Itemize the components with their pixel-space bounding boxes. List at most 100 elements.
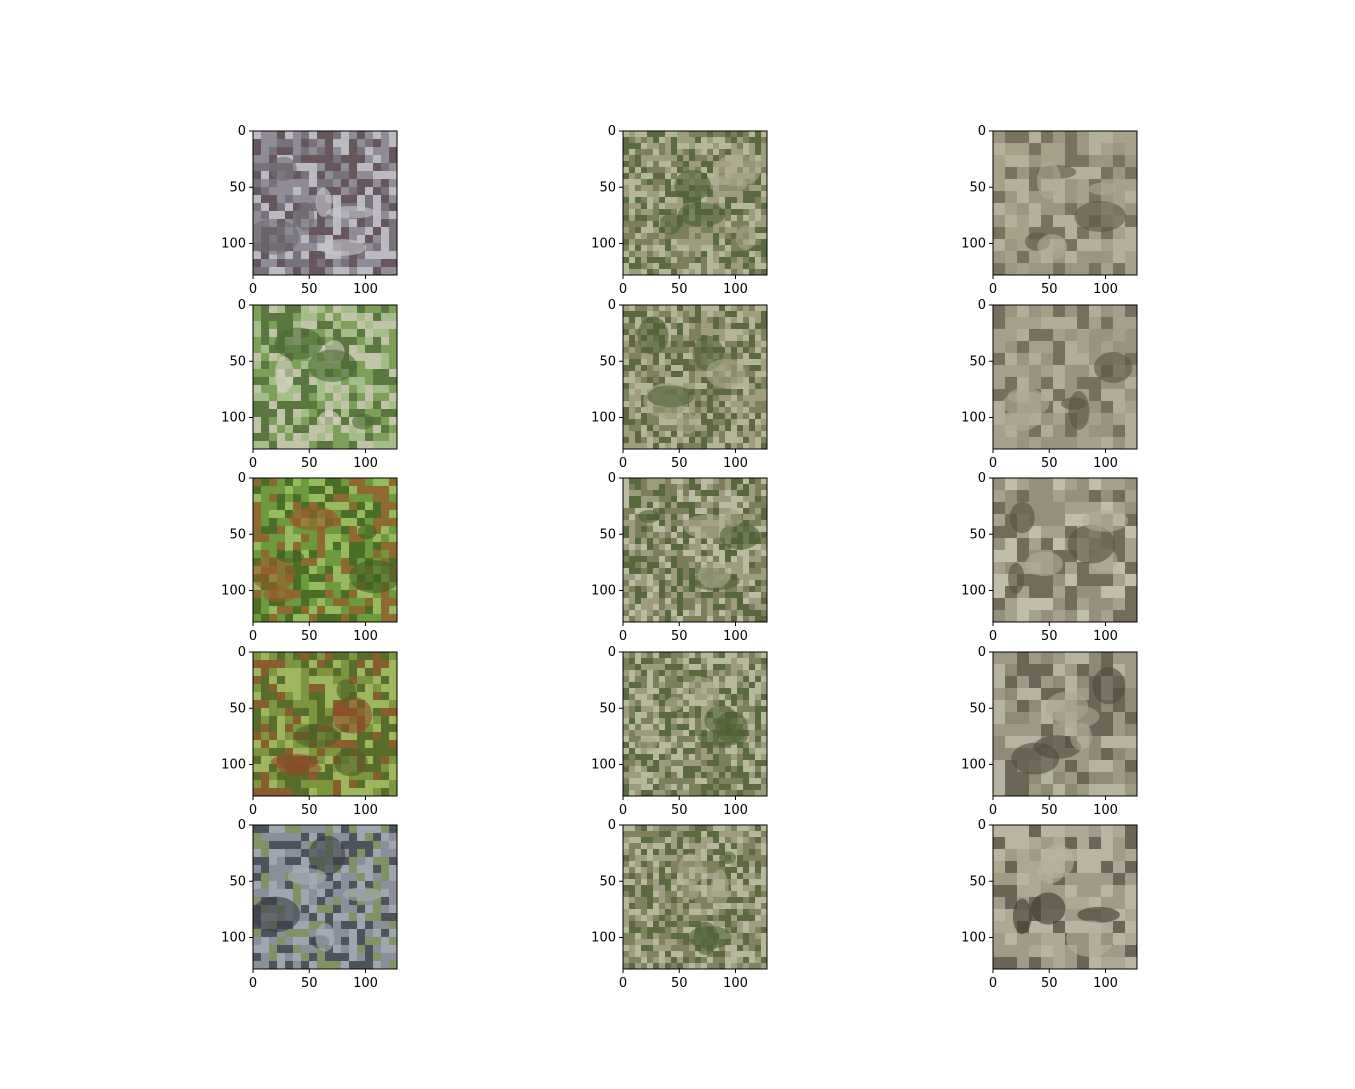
- image-pixel-block: [737, 742, 743, 748]
- image-pixel-block: [253, 756, 261, 764]
- image-pixel-block: [285, 211, 293, 219]
- image-pixel-block: [349, 329, 357, 337]
- image-pixel-block: [623, 664, 629, 670]
- image-pixel-block: [731, 843, 737, 849]
- image-pixel-block: [365, 961, 373, 969]
- image-pixel-block: [659, 550, 665, 556]
- image-pixel-block: [755, 269, 761, 275]
- image-pixel-block: [677, 514, 683, 520]
- image-pixel-block: [333, 660, 341, 668]
- image-pixel-block: [325, 259, 333, 267]
- image-pixel-block: [761, 395, 767, 401]
- image-pixel-block: [701, 760, 707, 766]
- image-pixel-block: [749, 772, 755, 778]
- image-pixel-block: [365, 353, 373, 361]
- image-pixel-block: [755, 353, 761, 359]
- image-pixel-block: [635, 538, 641, 544]
- image-pixel-block: [719, 323, 725, 329]
- image-pixel-block: [671, 736, 677, 742]
- image-pixel-block: [683, 556, 689, 562]
- image-pixel-block: [261, 889, 269, 897]
- image-pixel-block: [677, 778, 683, 784]
- image-pixel-block: [623, 670, 629, 676]
- image-pixel-block: [677, 335, 683, 341]
- image-pixel-block: [341, 425, 349, 433]
- image-pixel-block: [623, 401, 629, 407]
- image-pixel-block: [293, 526, 301, 534]
- image-pixel-block: [325, 550, 333, 558]
- image-pixel-block: [743, 520, 749, 526]
- image-blob: [1067, 524, 1115, 564]
- image-pixel-block: [665, 652, 671, 658]
- image-pixel-block: [731, 825, 737, 831]
- image-pixel-block: [665, 562, 671, 568]
- image-pixel-block: [309, 825, 317, 833]
- image-pixel-block: [309, 652, 317, 660]
- image-pixel-block: [761, 724, 767, 730]
- image-pixel-block: [743, 137, 749, 143]
- image-pixel-block: [659, 143, 665, 149]
- image-pixel-block: [277, 494, 285, 502]
- image-pixel-block: [755, 676, 761, 682]
- image-pixel-block: [1065, 437, 1077, 449]
- image-pixel-block: [333, 748, 341, 756]
- image-pixel-block: [635, 610, 641, 616]
- image-pixel-block: [317, 425, 325, 433]
- image-pixel-block: [665, 239, 671, 245]
- image-pixel-block: [301, 913, 309, 921]
- image-pixel-block: [749, 658, 755, 664]
- image-pixel-block: [719, 556, 725, 562]
- image-pixel-block: [1017, 341, 1029, 353]
- image-pixel-block: [749, 353, 755, 359]
- image-pixel-block: [719, 191, 725, 197]
- image-pixel-block: [749, 335, 755, 341]
- image-pixel-block: [719, 748, 725, 754]
- image-pixel-block: [725, 496, 731, 502]
- image-pixel-block: [677, 831, 683, 837]
- image-pixel-block: [707, 233, 713, 239]
- image-pixel-block: [629, 365, 635, 371]
- image-pixel-block: [317, 251, 325, 259]
- image-pixel-block: [701, 137, 707, 143]
- image-pixel-block: [629, 520, 635, 526]
- image-pixel-block: [269, 953, 277, 961]
- image-pixel-block: [253, 788, 261, 796]
- image-pixel-block: [743, 191, 749, 197]
- image-pixel-block: [689, 610, 695, 616]
- image-pixel-block: [653, 556, 659, 562]
- image-pixel-block: [683, 568, 689, 574]
- image-pixel-block: [665, 437, 671, 443]
- image-pixel-block: [277, 873, 285, 881]
- image-pixel-block: [665, 209, 671, 215]
- image-pixel-block: [683, 502, 689, 508]
- image-pixel-block: [1053, 724, 1065, 736]
- image-pixel-block: [701, 712, 707, 718]
- image-pixel-block: [1113, 437, 1125, 449]
- image-pixel-block: [269, 961, 277, 969]
- image-pixel-block: [737, 401, 743, 407]
- image-pixel-block: [713, 664, 719, 670]
- image-pixel-block: [707, 197, 713, 203]
- image-pixel-block: [659, 766, 665, 772]
- image-pixel-block: [365, 913, 373, 921]
- image-pixel-block: [641, 831, 647, 837]
- image-pixel-block: [365, 660, 373, 668]
- image-pixel-block: [365, 732, 373, 740]
- image-pixel-block: [701, 401, 707, 407]
- image-pixel-block: [623, 855, 629, 861]
- image-pixel-block: [357, 313, 365, 321]
- image-blob: [1025, 551, 1063, 577]
- image-pixel-block: [261, 788, 269, 796]
- image-pixel-block: [349, 542, 357, 550]
- image-pixel-block: [725, 413, 731, 419]
- image-pixel-block: [713, 329, 719, 335]
- image-pixel-block: [755, 694, 761, 700]
- image-pixel-block: [269, 833, 277, 841]
- image-pixel-block: [341, 147, 349, 155]
- image-pixel-block: [665, 173, 671, 179]
- image-pixel-block: [301, 441, 309, 449]
- image-pixel-block: [1125, 263, 1137, 275]
- image-pixel-block: [357, 550, 365, 558]
- image-pixel-block: [365, 171, 373, 179]
